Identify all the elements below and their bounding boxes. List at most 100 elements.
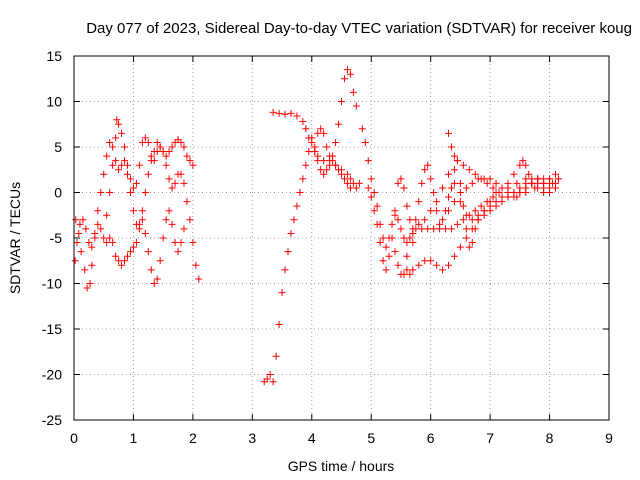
- data-point-marker: [82, 225, 90, 233]
- x-tick-label: 7: [486, 430, 494, 446]
- data-point-marker: [115, 120, 123, 128]
- data-point-marker: [147, 266, 155, 274]
- data-point-marker: [71, 257, 79, 265]
- data-point-marker: [121, 157, 129, 165]
- data-point-marker: [144, 248, 152, 256]
- data-point-marker: [394, 216, 402, 224]
- data-point-marker: [132, 239, 140, 247]
- data-point-marker: [391, 248, 399, 256]
- data-point-marker: [269, 378, 277, 386]
- data-point-marker: [403, 266, 411, 274]
- data-point-marker: [525, 170, 533, 178]
- data-point-marker: [106, 234, 114, 242]
- data-point-marker: [531, 184, 539, 192]
- data-point-marker: [115, 257, 123, 265]
- data-point-marker: [85, 239, 93, 247]
- data-point-marker: [519, 157, 527, 165]
- data-point-marker: [112, 252, 120, 260]
- data-point-marker: [263, 375, 271, 383]
- data-point-marker: [534, 179, 542, 187]
- data-point-marker: [504, 189, 512, 196]
- data-point-marker: [468, 179, 476, 187]
- x-tick-label: 0: [70, 430, 78, 446]
- data-point-marker: [388, 220, 396, 228]
- x-tick-label: 9: [605, 430, 613, 446]
- data-point-marker: [266, 371, 274, 378]
- data-point-marker: [97, 225, 105, 233]
- axis-ticks: 0 1 2 3 4 5 6 7 8 9 -25 -20 -15 -10 -5 0 5 10 15: [42, 48, 613, 446]
- data-point-marker: [138, 216, 146, 224]
- data-point-marker: [103, 239, 111, 247]
- data-point-marker: [162, 216, 170, 224]
- data-point-marker: [480, 175, 488, 183]
- data-point-marker: [480, 207, 488, 215]
- x-tick-label: 6: [427, 430, 435, 446]
- chart-title: Day 077 of 2023, Sidereal Day-to-day VTE…: [86, 20, 632, 37]
- data-point-marker: [382, 243, 390, 251]
- data-point-marker: [296, 189, 304, 196]
- data-point-marker: [79, 216, 87, 224]
- data-point-marker: [168, 143, 176, 151]
- data-point-marker: [320, 129, 328, 137]
- data-point-marker: [421, 257, 429, 265]
- data-point-marker: [370, 207, 378, 215]
- data-point-marker: [340, 75, 348, 83]
- data-point-marker: [126, 189, 134, 196]
- data-point-marker: [424, 225, 432, 233]
- data-point-marker: [450, 152, 458, 160]
- data-point-marker: [180, 143, 188, 151]
- data-point-marker: [124, 170, 131, 178]
- x-axis-label: GPS time / hours: [288, 458, 395, 474]
- data-point-marker: [471, 170, 479, 178]
- data-point-marker: [287, 109, 295, 117]
- data-point-marker: [109, 239, 117, 247]
- data-point-marker: [118, 129, 126, 137]
- data-point-marker: [91, 234, 99, 242]
- data-point-marker: [412, 216, 420, 224]
- data-point-marker: [153, 148, 161, 156]
- data-point-marker: [546, 175, 554, 183]
- data-point-marker: [498, 198, 506, 206]
- data-point-marker: [367, 193, 375, 201]
- data-point-marker: [86, 280, 94, 287]
- data-point-marker: [103, 152, 111, 160]
- data-point-marker: [73, 239, 81, 247]
- data-point-marker: [100, 234, 108, 242]
- data-point-marker: [400, 234, 408, 242]
- data-point-marker: [138, 138, 146, 146]
- data-point-marker: [335, 120, 343, 128]
- data-point-marker: [486, 207, 494, 215]
- data-point-marker: [275, 109, 283, 117]
- data-point-marker: [138, 207, 146, 215]
- data-point-marker: [394, 261, 402, 269]
- data-point-marker: [311, 148, 319, 156]
- x-tick-label: 5: [367, 430, 375, 446]
- data-point-marker: [453, 220, 461, 228]
- data-point-marker: [150, 280, 158, 287]
- data-point-marker: [406, 234, 414, 242]
- data-point-marker: [147, 152, 155, 160]
- data-point-marker: [483, 179, 491, 187]
- data-point-marker: [367, 175, 375, 183]
- data-point-marker: [376, 239, 384, 247]
- data-point-marker: [186, 157, 194, 165]
- data-point-marker: [346, 184, 354, 192]
- data-point-marker: [299, 118, 307, 126]
- data-point-marker: [129, 243, 137, 251]
- data-point-marker: [81, 266, 89, 274]
- y-tick-label: 15: [46, 48, 62, 64]
- data-point-marker: [439, 184, 447, 192]
- y-tick-label: -20: [42, 367, 62, 383]
- plot-frame: [73, 55, 610, 421]
- data-point-marker: [421, 166, 429, 174]
- data-point-marker: [352, 184, 360, 192]
- data-point-marker: [421, 216, 429, 224]
- data-point-marker: [159, 148, 167, 156]
- data-point-marker: [168, 220, 176, 228]
- data-point-marker: [305, 148, 313, 156]
- data-point-marker: [109, 161, 117, 169]
- data-point-marker: [290, 216, 298, 224]
- data-point-marker: [97, 189, 105, 196]
- data-point-marker: [453, 157, 461, 165]
